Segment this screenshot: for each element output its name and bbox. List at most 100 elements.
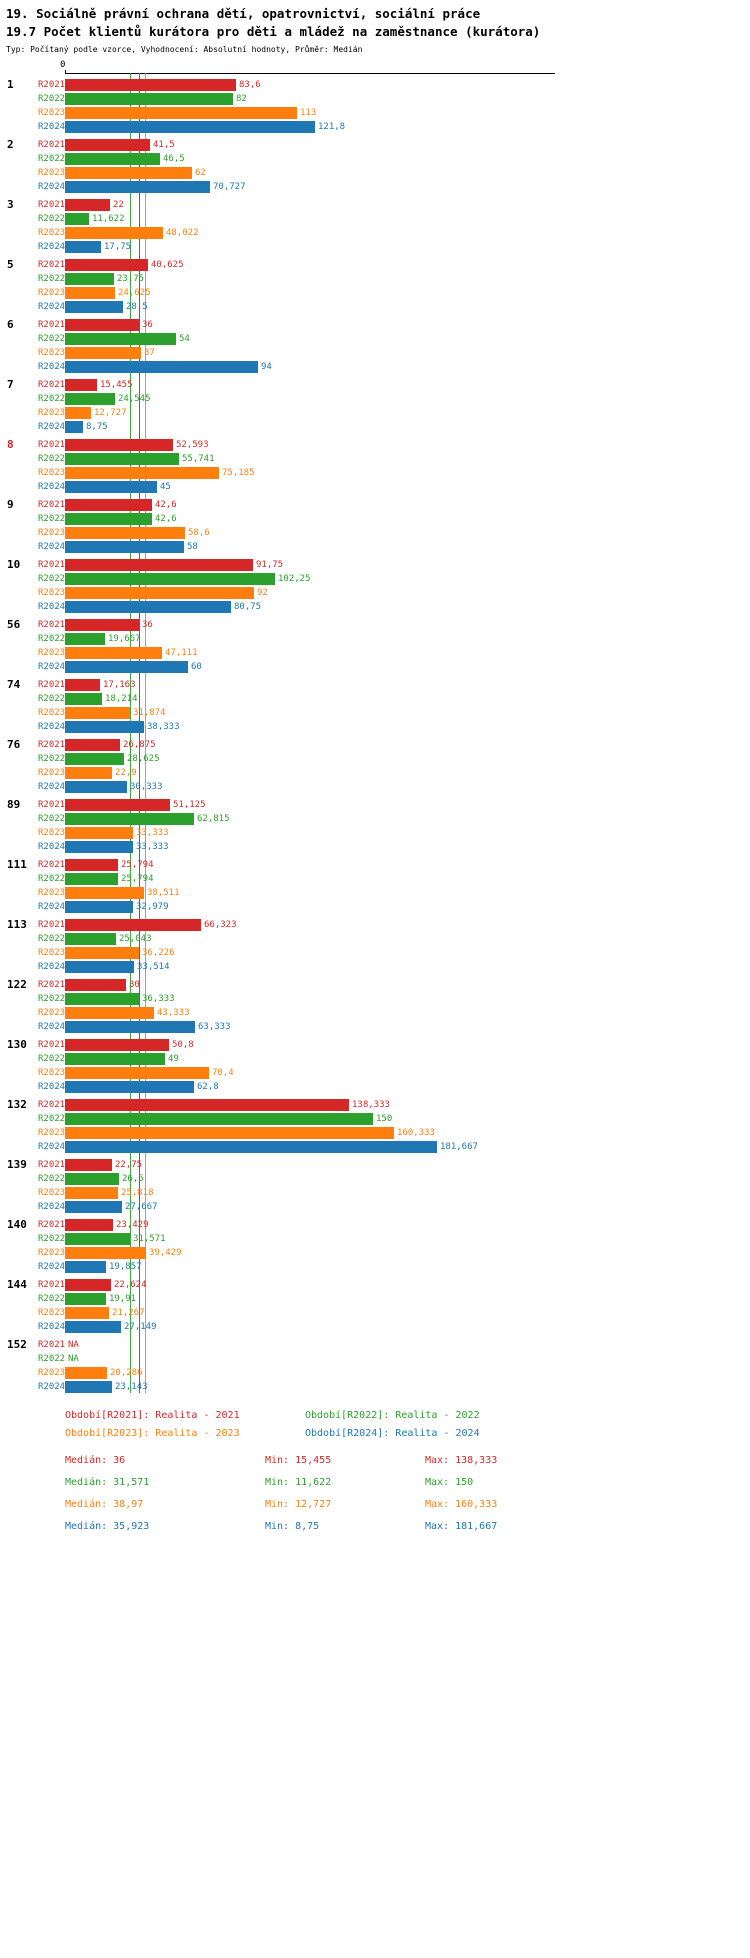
value-label: 70,4: [212, 1068, 234, 1078]
value-label: 27,149: [124, 1322, 157, 1332]
bar-row-132-r2024: R2024 181,667: [38, 1141, 750, 1153]
series-label: R2023: [38, 708, 66, 718]
series-label: R2023: [38, 828, 66, 838]
series-label: R2022: [38, 1054, 66, 1064]
median-line-r2023: [145, 73, 146, 1393]
value-label: 25,043: [119, 934, 152, 944]
value-label: 58: [187, 542, 198, 552]
value-label: 11,622: [92, 214, 125, 224]
value-label: 25,794: [121, 874, 154, 884]
series-label: R2021: [38, 200, 66, 210]
bar: [65, 513, 152, 525]
value-label: 83,6: [239, 80, 261, 90]
value-label: 23,75: [117, 274, 145, 284]
series-label: R2021: [38, 320, 66, 330]
value-label: 30,333: [130, 782, 163, 792]
series-label: R2024: [38, 1262, 66, 1272]
bar: [65, 1127, 394, 1139]
bar: [65, 181, 210, 193]
bar-row-2-r2023: R2023 62: [38, 167, 750, 179]
value-label: 94: [261, 362, 272, 372]
bar-row-144-r2022: R2022 19,91: [38, 1293, 750, 1305]
value-label: 48,022: [166, 228, 199, 238]
series-label: R2021: [38, 1160, 66, 1170]
bar: [65, 721, 144, 733]
value-label: 113: [300, 108, 317, 118]
bar-row-74-r2021: R2021 17,163: [38, 679, 750, 691]
value-label: 70,727: [213, 182, 246, 192]
value-label: 36: [142, 320, 153, 330]
bar-row-89-r2023: R2023 33,333: [38, 827, 750, 839]
series-label: R2021: [38, 80, 66, 90]
series-label: R2024: [38, 542, 66, 552]
series-label: R2022: [38, 1354, 66, 1364]
plot-area: 1 R2021 83,6 R2022 82 R2023 113 R2024 121,8 2 R202…: [7, 73, 750, 1393]
group-label: 1: [7, 78, 14, 91]
series-label: R2023: [38, 348, 66, 358]
report-title: 19. Sociálně právní ochrana dětí, opatro…: [6, 6, 481, 21]
bar-group-139: 139 R2021 22,75 R2022 26,5 R2023 25,818 R2024 27…: [7, 1158, 750, 1213]
value-label: 33,514: [137, 962, 170, 972]
series-label: R2021: [38, 1280, 66, 1290]
bar: [65, 241, 101, 253]
value-label: 18,214: [105, 694, 138, 704]
value-label: 51,125: [173, 800, 206, 810]
bar: [65, 199, 110, 211]
bar: [65, 647, 162, 659]
series-label: R2023: [38, 648, 66, 658]
bar-row-8-r2022: R2022 55,741: [38, 453, 750, 465]
bar: [65, 79, 236, 91]
bar: [65, 753, 124, 765]
bar: [65, 453, 179, 465]
bar: [65, 1321, 121, 1333]
bar-row-7-r2024: R2024 8,75: [38, 421, 750, 433]
group-label: 2: [7, 138, 14, 151]
group-label: 89: [7, 798, 21, 811]
bar-group-111: 111 R2021 25,794 R2022 25,794 R2023 38,511 R202…: [7, 858, 750, 913]
bar-group-5: 5 R2021 40,625 R2022 23,75 R2023 24,625 R2024 28…: [7, 258, 750, 313]
bar-row-56-r2021: R2021 36: [38, 619, 750, 631]
series-label: R2024: [38, 1082, 66, 1092]
bar: [65, 979, 126, 991]
series-label: R2022: [38, 274, 66, 284]
series-label: R2021: [38, 620, 66, 630]
chart-title: 19.7 Počet klientů kurátora pro děti a m…: [6, 24, 541, 39]
series-label: R2024: [38, 662, 66, 672]
stat-max-r2021: Max: 138,333: [425, 1455, 498, 1466]
bar: [65, 361, 258, 373]
bar-row-139-r2024: R2024 27,667: [38, 1201, 750, 1213]
bar-row-140-r2024: R2024 19,857: [38, 1261, 750, 1273]
series-label: R2023: [38, 168, 66, 178]
value-label: 33,333: [136, 828, 169, 838]
bar-row-3-r2021: R2021 22: [38, 199, 750, 211]
bar-row-144-r2024: R2024 27,149: [38, 1321, 750, 1333]
series-label: R2022: [38, 994, 66, 1004]
series-label: R2022: [38, 1234, 66, 1244]
bar-group-89: 89 R2021 51,125 R2022 62,815 R2023 33,333 R2024…: [7, 798, 750, 853]
bar-row-89-r2021: R2021 51,125: [38, 799, 750, 811]
bar-row-111-r2024: R2024 32,979: [38, 901, 750, 913]
bar: [65, 527, 185, 539]
bar: [65, 1261, 106, 1273]
bar: [65, 1113, 373, 1125]
legend-item-r2021: Období[R2021]: Realita - 2021: [65, 1410, 240, 1421]
value-label: 32,979: [136, 902, 169, 912]
bar-row-122-r2021: R2021 30: [38, 979, 750, 991]
series-label: R2022: [38, 1114, 66, 1124]
series-label: R2023: [38, 288, 66, 298]
bar: [65, 1233, 130, 1245]
series-label: R2023: [38, 108, 66, 118]
series-label: R2022: [38, 454, 66, 464]
bar-row-3-r2023: R2023 48,022: [38, 227, 750, 239]
stat-median-r2023: Medián: 38,97: [65, 1499, 144, 1510]
bar-row-8-r2023: R2023 75,185: [38, 467, 750, 479]
bar-row-8-r2021: R2021 52,593: [38, 439, 750, 451]
series-label: R2024: [38, 1202, 66, 1212]
bar-row-7-r2022: R2022 24,545: [38, 393, 750, 405]
bar-row-1-r2022: R2022 82: [38, 93, 750, 105]
value-label: 27,667: [125, 1202, 158, 1212]
bar-row-9-r2024: R2024 58: [38, 541, 750, 553]
value-label: 47,111: [165, 648, 198, 658]
bar-row-132-r2023: R2023 160,333: [38, 1127, 750, 1139]
series-label: R2023: [38, 1248, 66, 1258]
